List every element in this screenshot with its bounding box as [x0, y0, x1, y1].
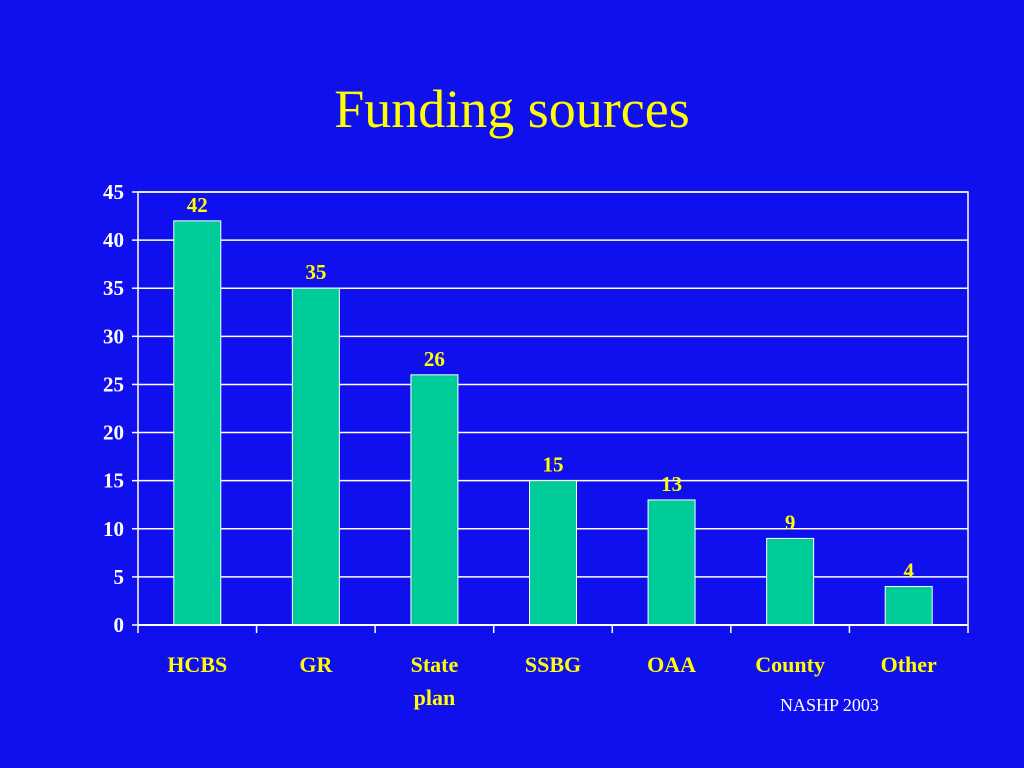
value-label: 35	[305, 260, 326, 284]
value-label: 15	[543, 453, 564, 477]
y-tick-label: 40	[103, 228, 124, 252]
bar-county	[766, 537, 815, 626]
bars	[173, 220, 933, 626]
y-tick-label: 45	[103, 180, 124, 204]
y-tick-label: 20	[103, 421, 124, 445]
category-label: HCBS	[167, 652, 227, 677]
bar-hcbs	[173, 220, 222, 626]
y-tick-label: 10	[103, 517, 124, 541]
bar-gr	[291, 287, 340, 626]
source-note: NASHP 2003	[780, 695, 879, 715]
value-label: 26	[424, 347, 445, 371]
bar-other	[884, 586, 933, 626]
bar-oaa	[647, 499, 696, 626]
y-tick-label: 35	[103, 276, 124, 300]
bar-ssbg	[529, 480, 577, 626]
slide-title: Funding sources	[334, 79, 690, 139]
category-label: OAA	[647, 652, 696, 677]
y-tick-label: 25	[103, 372, 124, 396]
y-tick-label: 30	[103, 324, 124, 348]
category-label: SSBG	[525, 652, 581, 677]
labels: 0 5 10 15 20 25 30 35 40 45 42 HCBS 35 GR 26 State plan 1…	[103, 180, 937, 710]
value-label: 42	[187, 193, 208, 217]
y-tick-label: 0	[114, 613, 125, 637]
value-label: 13	[661, 472, 682, 496]
bar-state-plan	[410, 374, 459, 626]
category-label: Other	[881, 652, 937, 677]
category-label: GR	[299, 652, 333, 677]
value-label: 9	[785, 510, 796, 534]
category-label: State plan	[411, 652, 459, 710]
value-label: 4	[903, 559, 914, 583]
axes	[132, 191, 969, 633]
category-label: County	[755, 652, 825, 677]
y-tick-label: 5	[114, 565, 125, 589]
y-tick-label: 15	[103, 469, 124, 493]
